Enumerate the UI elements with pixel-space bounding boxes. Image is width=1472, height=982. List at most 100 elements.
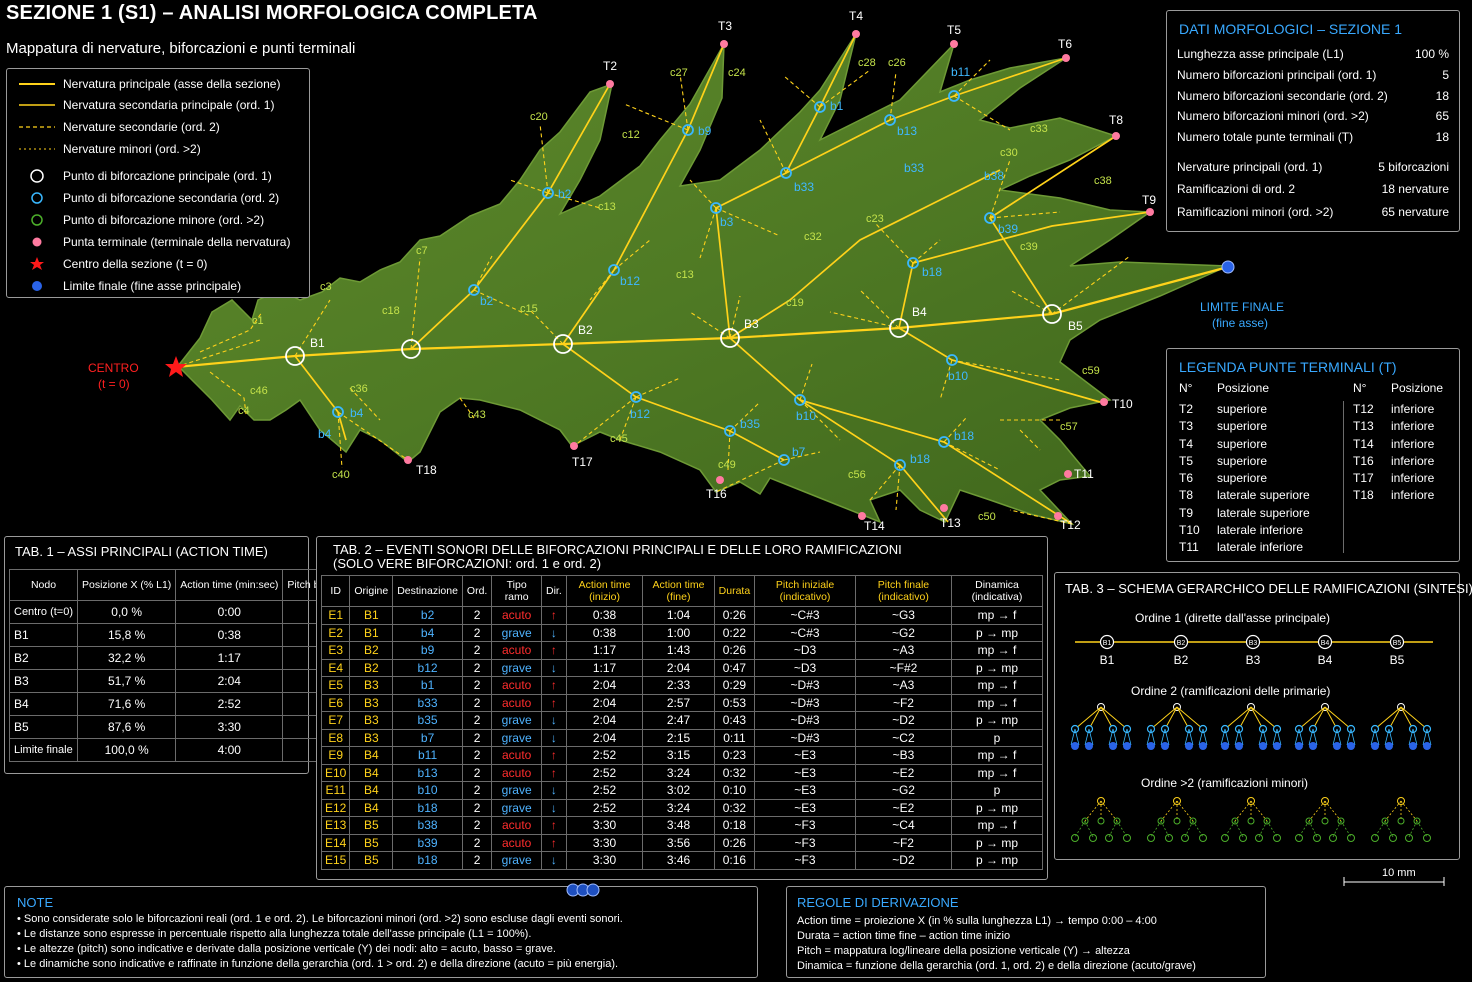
tab3-ord2-leaf [1333, 742, 1341, 750]
svg-text:c19: c19 [786, 297, 804, 309]
svg-text:c1: c1 [252, 315, 264, 327]
tab3-ord3-edge [1324, 800, 1342, 822]
dati-title: DATI MORFOLOGICI – SEZIONE 1 [1179, 21, 1402, 37]
tab3-ord3-node [1113, 817, 1121, 825]
tab3-ord3-leaf [1405, 834, 1413, 842]
tab3-ord2-edge [1176, 706, 1204, 730]
tab1-title: TAB. 1 – ASSI PRINCIPALI (ACTION TIME) [15, 544, 268, 559]
tab3-ord2-leaf-edge [1258, 728, 1264, 746]
tab3-ord3-leaf-edge [1384, 820, 1394, 838]
tab3-ord2-leaf [1161, 742, 1169, 750]
svg-text:T14: T14 [864, 519, 885, 533]
svg-text:c45: c45 [610, 433, 628, 445]
tab3-ord2-leaf-edge [1088, 728, 1094, 746]
table-row: E8 B3 b7 2 grave ↓ 2:04 2:15 0:11 ~D#3 ~C2 p [320, 728, 1044, 747]
tab2-header: Pitch iniziale (indicativo) [754, 575, 856, 607]
tab3-ord3-leaf [1329, 834, 1337, 842]
tab3-ord3-edge [1176, 800, 1194, 822]
dati-row: Numero totale punte terminali (T) 18 [1177, 130, 1449, 144]
dati-morfologici-box: DATI MORFOLOGICI – SEZIONE 1 Lunghezza a… [1166, 10, 1460, 232]
tab3-ord2-leaf [1273, 742, 1281, 750]
regole-box: REGOLE DI DERIVAZIONE Action time = proi… [786, 886, 1266, 978]
svg-text:T2: T2 [603, 59, 617, 73]
svg-text:b18: b18 [922, 265, 942, 279]
svg-text:c50: c50 [978, 511, 996, 523]
tab3-ord3-leaf-edge [1084, 820, 1094, 838]
tab3-primary-node [1245, 634, 1261, 650]
tab3-ord3-leaf [1423, 834, 1431, 842]
tab3-ord3-edge [1234, 800, 1252, 822]
tab3-ord2-leaf [1409, 742, 1417, 750]
tab2-header: Durata [713, 575, 756, 607]
table-row: E2 B1 b4 2 grave ↓ 0:38 1:00 0:22 ~C#3 ~G2 p → mp [320, 623, 1044, 642]
svg-text:c49: c49 [718, 459, 736, 471]
legenda-t-col-pos: Posizione [1391, 381, 1444, 395]
regole-line: Dinamica = funzione della gerarchia (ord… [797, 960, 1196, 972]
svg-text:T10: T10 [1112, 397, 1133, 411]
tab3-ord2-leaf [1109, 742, 1117, 750]
primary-bif-points [285, 304, 1062, 366]
tab3-node-label: B3 [1246, 653, 1261, 667]
tab3-ord2-leaf-edge [1160, 728, 1166, 746]
tab3-ord3-edge [1308, 800, 1326, 822]
svg-text:b4: b4 [318, 427, 332, 441]
tab3-ord2-leaf-edge [1374, 728, 1380, 746]
svg-text:c4: c4 [238, 405, 250, 417]
tab3-ord3-leaf-edge [1408, 820, 1418, 838]
tab3-ord2-leaf-edge [1108, 728, 1114, 746]
svg-text:B5: B5 [1068, 319, 1083, 333]
tab3-node-inner-label: B3 [1249, 640, 1258, 647]
tab3-ord2-leaf [1347, 742, 1355, 750]
svg-text:c20: c20 [530, 111, 548, 123]
svg-text:b18: b18 [954, 429, 974, 443]
note-line: • Le dinamiche sono indicative e raffina… [17, 958, 619, 970]
svg-text:T3: T3 [718, 19, 732, 33]
note-badge-icon [566, 883, 600, 897]
limite-finale-marker [1221, 260, 1235, 274]
tab3-ord2-leaf-edge [1346, 728, 1352, 746]
tab3-ord3-leaf [1181, 834, 1189, 842]
svg-text:c13: c13 [676, 269, 694, 281]
tab3-ord2-leaf [1423, 742, 1431, 750]
svg-text:b1: b1 [830, 99, 844, 113]
leaf-shape [176, 33, 1229, 526]
tab3-ord3-leaf-edge [1374, 820, 1386, 838]
tab3-ord3-leaf-edge [1266, 820, 1278, 838]
tab2-box: TAB. 2 – EVENTI SONORI DELLE BIFORCAZION… [316, 536, 1048, 880]
note-line: • Le distanze sono espresse in percentua… [17, 928, 532, 940]
tab3-ord2-leaf-edge [1074, 728, 1080, 746]
table-row: Centro (t=0)0,0 %0:00C3 [9, 600, 411, 624]
tab2-header: Action time (fine) [642, 575, 715, 607]
svg-text:b10: b10 [948, 369, 968, 383]
tab3-ord3-node [1097, 817, 1105, 825]
svg-text:c3: c3 [320, 281, 332, 293]
svg-text:b7: b7 [792, 445, 806, 459]
table-row: E5 B3 b1 2 acuto ↑ 2:04 2:33 0:29 ~D#3 ~A3 mp → f [320, 676, 1044, 695]
tab3-ord2-edge [1324, 706, 1352, 730]
svg-text:T12: T12 [1060, 518, 1081, 532]
table-row: E7 B3 b35 2 grave ↓ 2:04 2:47 0:43 ~D#3 ~D2 p → mp [320, 711, 1044, 730]
tab3-ord3-leaf [1123, 834, 1131, 842]
svg-text:c38: c38 [1094, 175, 1112, 187]
tab3-ord3-leaf [1105, 834, 1113, 842]
tab3-ord2-leaf-edge [1126, 728, 1132, 746]
svg-text:T6: T6 [1058, 37, 1072, 51]
tab3-ord3-node [1231, 817, 1239, 825]
svg-text:b10: b10 [796, 409, 816, 423]
tab3-ord2-edge [1100, 706, 1128, 730]
regole-line: Durata = action time fine – action time … [797, 930, 1011, 942]
tab3-node-label: B2 [1174, 653, 1189, 667]
tab3-ord2-leaf [1221, 742, 1229, 750]
tab3-ord3-edge [1100, 800, 1118, 822]
tab3-ord2-leaf-edge [1084, 728, 1090, 746]
tab3-ord2-leaf [1259, 742, 1267, 750]
limite-label: LIMITE FINALE [1200, 300, 1284, 314]
tab3-primary-node [1389, 634, 1405, 650]
tab3-ord3-leaf-edge [1108, 820, 1118, 838]
legenda-t-col-n: N° [1179, 381, 1193, 395]
note-line: • Sono considerate solo le biforcazioni … [17, 913, 623, 925]
tab3-ord3-node [1081, 817, 1089, 825]
tab2-header: Dinamica (indicativa) [950, 575, 1044, 607]
svg-text:c18: c18 [382, 305, 400, 317]
